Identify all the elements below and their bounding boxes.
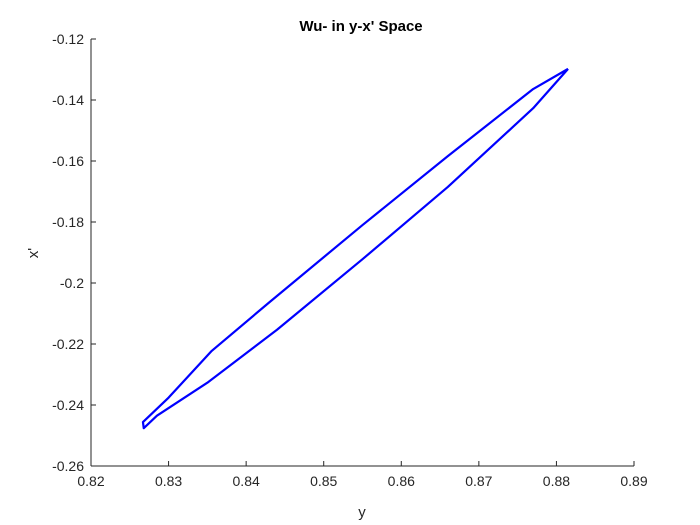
y-tick-label: -0.24 [52, 397, 84, 413]
y-tick-label: -0.12 [52, 31, 84, 47]
y-tick-label: -0.26 [52, 458, 84, 474]
y-axis-label: x' [25, 248, 42, 259]
x-ticks: 0.82 0.83 0.84 0.85 0.86 0.87 0.88 0.89 [77, 461, 648, 489]
y-tick-label: -0.14 [52, 92, 84, 108]
y-tick-label: -0.2 [60, 275, 84, 291]
x-tick-label: 0.82 [77, 473, 104, 489]
y-tick-label: -0.16 [52, 153, 84, 169]
y-tick-label: -0.18 [52, 214, 84, 230]
x-tick-label: 0.85 [310, 473, 337, 489]
x-tick-label: 0.88 [543, 473, 570, 489]
series-layer [141, 67, 569, 430]
x-tick-label: 0.86 [388, 473, 415, 489]
x-tick-label: 0.87 [465, 473, 492, 489]
x-tick-label: 0.89 [620, 473, 647, 489]
plot-area: 0.82 0.83 0.84 0.85 0.86 0.87 0.88 0.89 -0.26-0… [52, 31, 648, 489]
series-line-0 [141, 67, 569, 430]
chart-title: Wu- in y-x' Space [299, 18, 422, 35]
y-tick-label: -0.22 [52, 336, 84, 352]
x-axis-label: y [358, 504, 366, 521]
y-ticks: -0.26 -0.24 -0.22 -0.2 -0.18 -0.16 -0.14 -0.12 [52, 31, 96, 474]
x-tick-label: 0.84 [233, 473, 260, 489]
x-tick-label: 0.83 [155, 473, 182, 489]
